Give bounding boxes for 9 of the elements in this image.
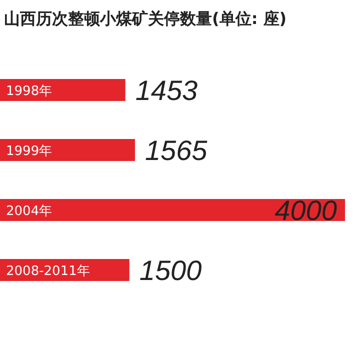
- y-tick-label: 1998年: [6, 84, 52, 99]
- y-tick-label: 2004年: [6, 204, 52, 219]
- data-label: 4000: [274, 195, 338, 226]
- data-label: 1565: [144, 135, 208, 166]
- data-label: 1453: [135, 75, 198, 106]
- y-tick-label: 1999年: [6, 144, 52, 159]
- data-label: 1500: [139, 255, 202, 286]
- chart-title: 山西历次整顿小煤矿关停数量(单位: 座): [4, 9, 287, 28]
- y-tick-label: 2008-2011年: [6, 264, 90, 279]
